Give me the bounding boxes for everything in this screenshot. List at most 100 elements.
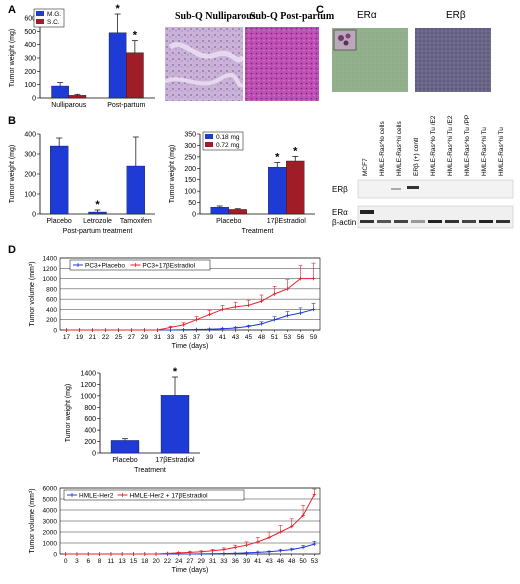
- data-point: [63, 552, 68, 556]
- band-actin-6: [445, 220, 459, 223]
- x-tick-label: 46: [277, 558, 285, 565]
- y-tick-label: 200: [24, 69, 36, 76]
- data-point: [289, 547, 294, 552]
- blot-strip-er-beta: [357, 179, 514, 199]
- significance-star: *: [173, 366, 178, 378]
- data-point: [142, 552, 147, 556]
- y-tick-label: 500: [24, 29, 36, 36]
- data-point: [207, 327, 212, 332]
- bar: [210, 206, 229, 215]
- data-point: [131, 552, 136, 556]
- y-tick-label: 100: [24, 192, 36, 199]
- y-tick-label: 300: [184, 143, 196, 150]
- x-tick-label: 6: [86, 558, 90, 565]
- x-tick-label: 43: [266, 558, 274, 565]
- blot-label-er-beta: ERβ: [332, 185, 348, 194]
- data-point: [256, 540, 260, 544]
- data-point: [194, 327, 199, 332]
- y-tick-label: 200: [184, 166, 196, 173]
- postpartum-title: Sub-Q Post-partum: [250, 11, 335, 22]
- blot-label-er-alpha: ERα: [332, 208, 348, 217]
- data-point: [77, 328, 82, 332]
- x-tick-label: Tamoxifen: [120, 218, 152, 225]
- bar: [50, 145, 69, 215]
- blot-lane-label: HMLE-Ras^lo Tu /E2: [430, 115, 437, 176]
- micrograph-er-alpha: [332, 28, 408, 92]
- x-tick-label: 31: [154, 334, 162, 341]
- chart-b-postpartum-treatment: 0 100 200 300 400 Tumor weight (mg) Placebo Let…: [9, 132, 155, 235]
- x-tick-label: 18: [141, 558, 149, 565]
- bar: [126, 165, 145, 215]
- y-tick-label: 350: [184, 132, 196, 139]
- band-actin-5: [428, 220, 442, 223]
- data-point: [298, 276, 303, 281]
- blot-bands: [360, 186, 510, 223]
- data-point: [220, 307, 225, 312]
- x-tick-label: Placebo: [47, 218, 72, 225]
- y-tick-label: 200: [24, 172, 36, 179]
- x-tick-label: 43: [232, 334, 240, 341]
- bar: [160, 395, 190, 454]
- blot-lane-label: ERβ (+) contl: [413, 137, 420, 176]
- band-actin-2: [377, 220, 391, 223]
- y-tick-label: 150: [184, 177, 196, 184]
- y-tick-label: 600: [46, 297, 57, 304]
- x-tick-label: 37: [193, 334, 201, 341]
- y-tick-label: 200: [46, 317, 57, 324]
- data-point: [285, 287, 290, 291]
- data-point: [289, 524, 294, 529]
- x-tick-label: 41: [219, 334, 227, 341]
- data-point: [176, 551, 181, 555]
- x-tick-label: 31: [209, 558, 217, 565]
- data-point: [246, 303, 251, 308]
- blot-lane-label: HMLE-Ras^hi Tu: [481, 127, 488, 176]
- data-point: [103, 328, 108, 332]
- er-alpha-title: ERα: [357, 10, 377, 21]
- band-actin-9: [496, 220, 510, 223]
- x-tick-label: Nulliparous: [51, 102, 87, 109]
- y-axis-label: Tumor weight (mg): [169, 145, 176, 203]
- data-point: [194, 317, 199, 322]
- blot-label-beta-actin: β-actin: [332, 218, 356, 227]
- legend-label: M.G.: [47, 11, 61, 18]
- x-tick-label: 33: [220, 558, 228, 565]
- y-tick-label: 600: [84, 416, 96, 423]
- legend: M.G.S.C.: [33, 8, 65, 28]
- band-actin-8: [479, 220, 493, 223]
- y-tick-label: 800: [46, 286, 57, 293]
- data-point: [154, 552, 158, 556]
- data-point: [155, 328, 160, 332]
- data-point: [220, 326, 225, 331]
- data-point: [165, 551, 170, 556]
- y-tick-label: 0: [92, 451, 96, 458]
- y-axis-label: Tumor weight (mg): [9, 145, 16, 203]
- data-point: [116, 328, 121, 332]
- data-point: [90, 328, 95, 332]
- bar: [228, 209, 247, 215]
- x-tick-label: 36: [232, 558, 240, 565]
- band-actin-7: [462, 220, 476, 223]
- data-point: [210, 548, 215, 553]
- micrograph-postpartum: [245, 27, 319, 101]
- legend-label: HMLE-Her2: [79, 493, 114, 500]
- y-tick-label: 300: [24, 152, 36, 159]
- x-tick-label: 17: [63, 334, 71, 341]
- x-tick-label: 22: [164, 558, 172, 565]
- significance-star: *: [133, 30, 138, 42]
- legend: HMLE-Her2 HMLE-Her2 + 17βEstradiol: [63, 489, 245, 501]
- data-point: [301, 513, 305, 518]
- data-point: [233, 305, 238, 309]
- legend-swatch: [36, 11, 44, 16]
- data-point: [246, 324, 251, 329]
- significance-star: *: [95, 199, 100, 211]
- data-point: [267, 550, 271, 554]
- blot-lane-label: HMLE-Ras^hi Tu: [498, 127, 505, 176]
- blot-lane-label: HMLE-Ras^hi cells: [396, 121, 403, 176]
- x-tick-label: 27: [186, 558, 194, 565]
- micrograph-nulliparous: [165, 27, 243, 101]
- data-point: [210, 551, 215, 556]
- x-tick-label: 35: [180, 334, 188, 341]
- x-tick-label: 39: [243, 558, 251, 565]
- x-tick-label: Placebo: [112, 457, 137, 464]
